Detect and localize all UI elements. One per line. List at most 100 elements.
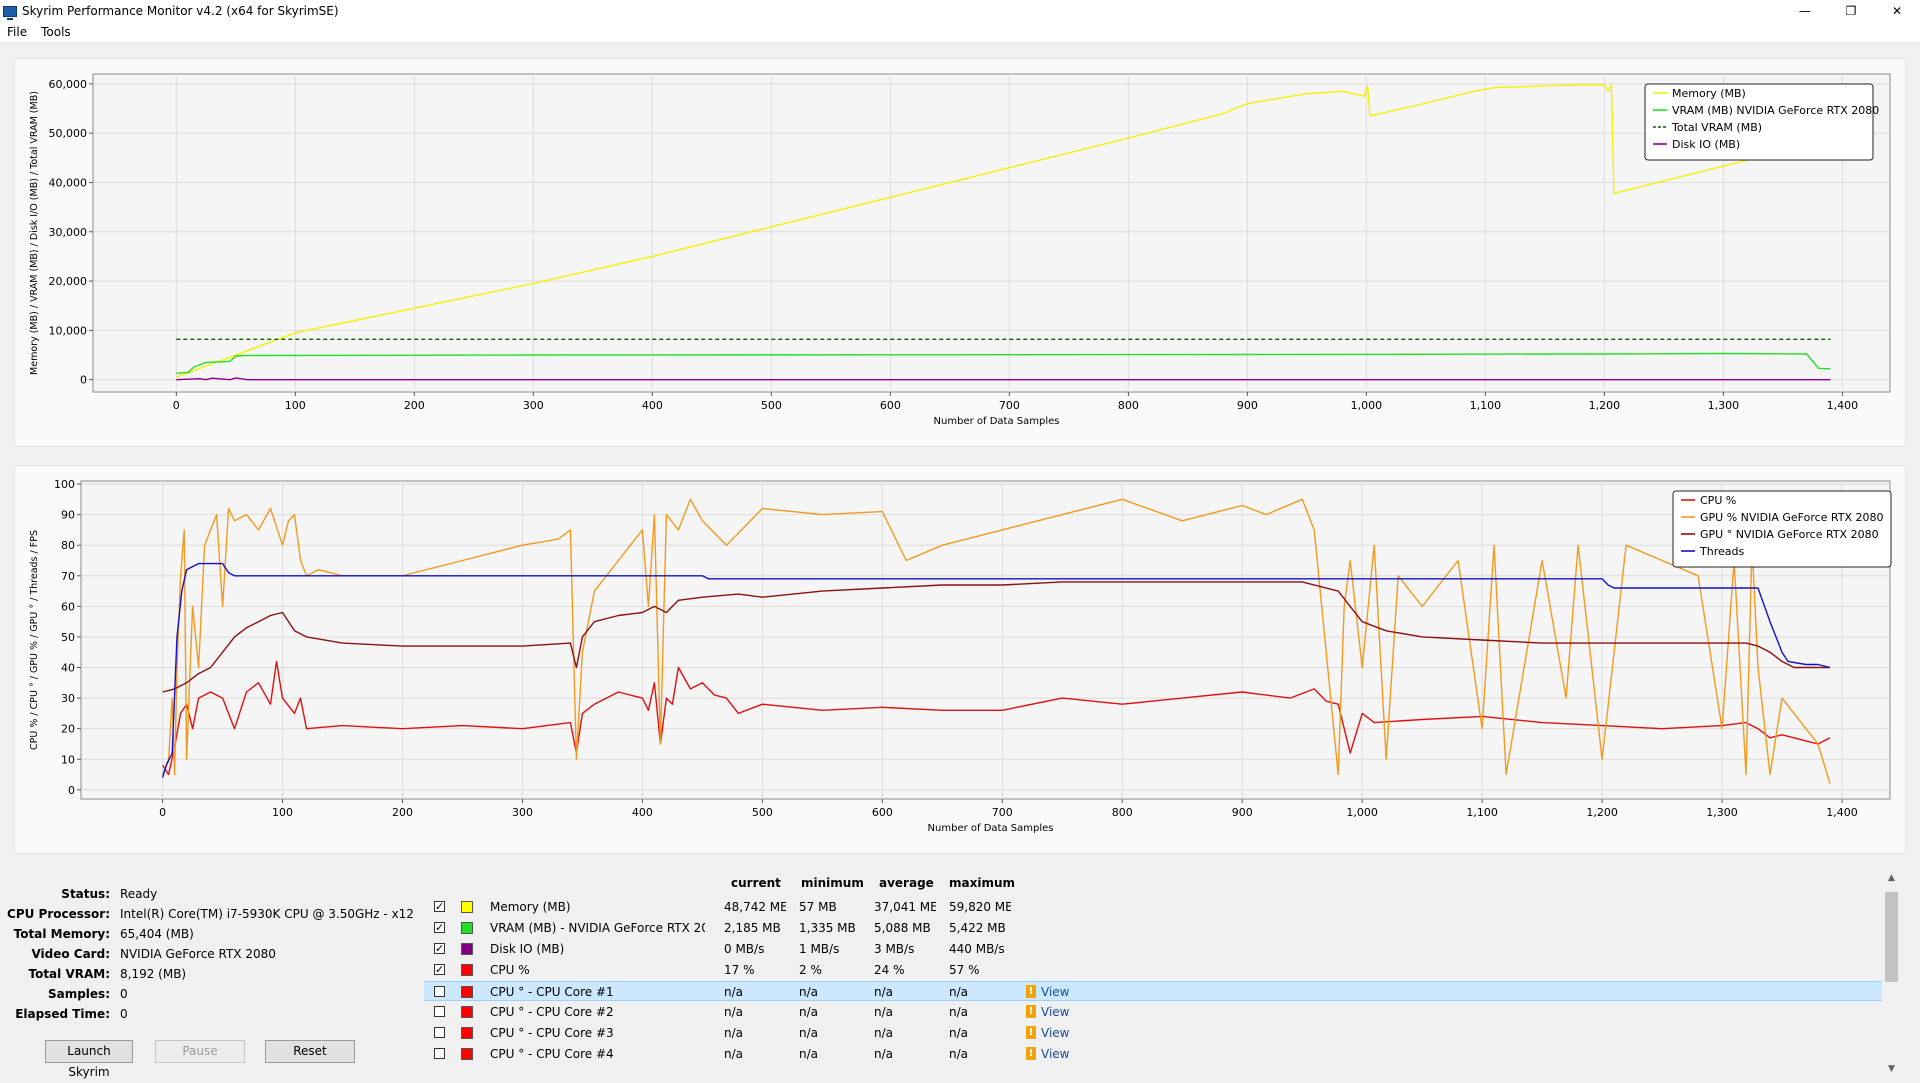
table-row[interactable]: CPU ° - CPU Core #3 n/a n/a n/a n/a! View <box>424 1023 1882 1043</box>
restore-button[interactable]: ❐ <box>1845 4 1857 18</box>
series-color-swatch[interactable] <box>461 986 473 998</box>
stats-grid: current minimum average maximum ✓ Memory … <box>424 866 1882 1080</box>
menu-tools[interactable]: Tools <box>41 25 71 39</box>
launch-skyrim-button[interactable]: Launch Skyrim <box>45 1040 133 1079</box>
header-average: average <box>879 876 934 890</box>
menu-file[interactable]: File <box>7 25 28 39</box>
series-color-swatch[interactable] <box>461 1006 473 1018</box>
series-line-1 <box>161 498 1831 784</box>
current-value: n/a <box>724 985 744 999</box>
window-controls: — ❐ ✕ <box>1782 0 1920 22</box>
memory-chart: 0 100 200 300 400 500 600 700 800 900 1,000 1,100 1,… <box>29 73 1891 427</box>
y-tick-label: 20,000 <box>49 275 88 288</box>
x-tick-label: 200 <box>392 806 413 819</box>
row-checkbox[interactable] <box>434 1048 445 1059</box>
window-title: Skyrim Performance Monitor v4.2 (x64 for… <box>22 4 339 18</box>
warning-icon: ! <box>1026 1047 1036 1060</box>
row-checkbox[interactable]: ✓ <box>434 942 445 955</box>
table-row[interactable]: ✓ VRAM (MB) - NVIDIA GeForce RTX 2080 2,18… <box>424 918 1882 938</box>
x-tick-label: 1,200 <box>1589 399 1621 412</box>
row-checkbox[interactable]: ✓ <box>434 963 445 976</box>
close-button[interactable]: ✕ <box>1891 4 1903 18</box>
series-line-3 <box>176 377 1831 381</box>
maximum-value: 440 MB/s <box>949 942 1005 956</box>
legend-entry: Threads <box>1699 545 1744 558</box>
y-tick-label: 40,000 <box>49 176 88 189</box>
series-color-swatch[interactable] <box>461 1027 473 1039</box>
maximum-value: n/a <box>949 1047 969 1061</box>
x-tick-label: 1,100 <box>1470 399 1502 412</box>
series-name: CPU ° - CPU Core #4 <box>490 1047 614 1061</box>
row-checkbox[interactable] <box>434 1027 445 1038</box>
view-link[interactable]: View <box>1041 1047 1070 1061</box>
series-name: CPU % <box>490 963 530 977</box>
row-checkbox[interactable] <box>434 1006 445 1017</box>
series-name: Memory (MB) <box>490 900 571 914</box>
y-tick-label: 60,000 <box>49 78 88 91</box>
series-color-swatch[interactable] <box>461 943 473 955</box>
table-row[interactable]: CPU ° - CPU Core #4 n/a n/a n/a n/a! View <box>424 1044 1882 1064</box>
minimize-button[interactable]: — <box>1799 4 1811 18</box>
x-tick-label: 1,000 <box>1351 399 1383 412</box>
monitor-icon <box>3 5 17 20</box>
y-tick-label: 30,000 <box>49 226 88 239</box>
minimum-value: 1,335 MB <box>799 921 856 935</box>
cpu-label: CPU Processor: <box>7 907 110 921</box>
minimum-value: n/a <box>799 1026 819 1040</box>
chart-legend: Memory (MB) VRAM (MB) NVIDIA GeForce RTX … <box>1644 83 1879 161</box>
average-value: n/a <box>874 1026 894 1040</box>
x-tick-label: 0 <box>159 806 166 819</box>
series-name: CPU ° - CPU Core #2 <box>490 1005 614 1019</box>
series-color-swatch[interactable] <box>461 1048 473 1060</box>
reset-button[interactable]: Reset <box>265 1040 355 1063</box>
memory-chart-panel: 0 100 200 300 400 500 600 700 800 900 1,000 1,100 1,… <box>14 58 1906 447</box>
series-name: CPU ° - CPU Core #3 <box>490 1026 614 1040</box>
series-color-swatch[interactable] <box>461 922 473 934</box>
scroll-up-icon[interactable]: ▲ <box>1888 873 1895 883</box>
elapsed-label: Elapsed Time: <box>15 1007 110 1021</box>
view-link[interactable]: View <box>1041 1005 1070 1019</box>
grid-scrollbar[interactable]: ▲ ▼ <box>1883 870 1900 1078</box>
y-tick-label: 90 <box>61 509 75 522</box>
x-tick-label: 300 <box>512 806 533 819</box>
current-value: 17 % <box>724 963 755 977</box>
x-tick-label: 1,400 <box>1826 806 1858 819</box>
series-line-0 <box>162 660 1831 776</box>
elapsed-value: 0 <box>120 1007 128 1021</box>
table-row[interactable]: ✓ CPU % 17 % 2 % 24 % 57 % <box>424 960 1882 980</box>
table-row[interactable]: ✓ Memory (MB) 48,742 ME 57 MB 37,041 ME 59,82… <box>424 897 1882 917</box>
table-row[interactable]: CPU ° - CPU Core #2 n/a n/a n/a n/a! View <box>424 1002 1882 1022</box>
x-tick-label: 600 <box>872 806 893 819</box>
row-checkbox[interactable]: ✓ <box>434 921 445 934</box>
pause-button[interactable]: Pause <box>155 1040 245 1063</box>
x-tick-label: 500 <box>752 806 773 819</box>
vram-value: 8,192 (MB) <box>120 967 187 981</box>
current-value: n/a <box>724 1005 744 1019</box>
table-row[interactable]: CPU ° - CPU Core #1 n/a n/a n/a n/a! View <box>424 981 1882 1001</box>
table-row[interactable]: ✓ Disk IO (MB) 0 MB/s 1 MB/s 3 MB/s 440 MB/s <box>424 939 1882 959</box>
warning-icon: ! <box>1026 985 1036 998</box>
x-axis-label: Number of Data Samples <box>928 823 1054 834</box>
row-checkbox[interactable]: ✓ <box>434 900 445 913</box>
view-link[interactable]: View <box>1041 985 1070 999</box>
cpu-gpu-chart-panel: 0 100 200 300 400 500 600 700 800 900 1,000 1,100 1,… <box>14 465 1906 854</box>
warning-icon: ! <box>1026 1005 1036 1018</box>
scroll-thumb[interactable] <box>1885 892 1898 982</box>
row-checkbox[interactable] <box>434 986 445 997</box>
y-tick-label: 30 <box>61 692 75 705</box>
series-color-swatch[interactable] <box>461 901 473 913</box>
x-tick-label: 400 <box>642 399 663 412</box>
y-tick-label: 100 <box>54 478 75 491</box>
cpu-value: Intel(R) Core(TM) i7-5930K CPU @ 3.50GHz… <box>120 907 414 921</box>
view-link[interactable]: View <box>1041 1026 1070 1040</box>
y-tick-label: 20 <box>61 723 75 736</box>
header-current: current <box>731 876 781 890</box>
maximum-value: n/a <box>949 985 969 999</box>
video-value: NVIDIA GeForce RTX 2080 <box>120 947 276 961</box>
maximum-value: 5,422 MB <box>949 921 1006 935</box>
chart-legend: CPU % GPU % NVIDIA GeForce RTX 2080 GPU ° … <box>1672 490 1892 568</box>
scroll-down-icon[interactable]: ▼ <box>1888 1064 1895 1074</box>
series-color-swatch[interactable] <box>461 964 473 976</box>
samples-label: Samples: <box>47 987 110 1001</box>
x-tick-label: 500 <box>761 399 782 412</box>
